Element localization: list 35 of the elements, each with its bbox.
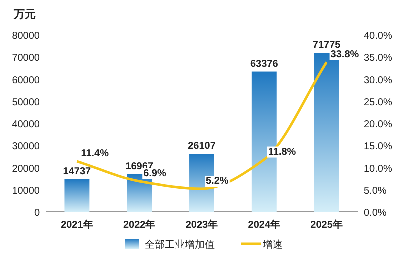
legend-label: 增速 bbox=[262, 239, 283, 251]
data-label: 5.2% bbox=[206, 176, 229, 187]
y2-tick-label: 15.0% bbox=[364, 142, 392, 153]
legend-label: 全部工业增加值 bbox=[145, 239, 215, 251]
y-tick-label: 50000 bbox=[12, 97, 40, 108]
y-tick-label: 30000 bbox=[12, 142, 40, 153]
data-label: 71775 bbox=[312, 40, 342, 52]
y2-tick-label: 5.0% bbox=[364, 186, 387, 197]
y2-tick-label: 40.0% bbox=[364, 31, 392, 42]
y2-tick-label: 0.0% bbox=[364, 208, 387, 219]
y-tick-label: 40000 bbox=[12, 120, 40, 130]
x-tick-label: 2024年 bbox=[248, 219, 281, 231]
bar bbox=[64, 179, 90, 212]
y2-tick-label: 20.0% bbox=[364, 120, 392, 130]
y-tick-label: 20000 bbox=[12, 164, 40, 175]
x-tick-label: 2023年 bbox=[186, 219, 218, 231]
y-tick-label: 60000 bbox=[12, 75, 40, 86]
x-tick-label: 2022年 bbox=[123, 219, 156, 231]
data-label: 26107 bbox=[188, 141, 216, 152]
y2-tick-label: 35.0% bbox=[364, 53, 392, 64]
y-tick-label: 10000 bbox=[12, 186, 40, 197]
y2-tick-label: 30.0% bbox=[364, 75, 392, 86]
data-label: 33.8% bbox=[330, 49, 360, 60]
y-tick-label: 80000 bbox=[12, 31, 40, 42]
x-tick-label: 2025年 bbox=[310, 219, 343, 231]
data-label: 63376 bbox=[250, 58, 279, 70]
y-tick-label: 0 bbox=[34, 208, 40, 219]
x-tick-label: 2021年 bbox=[61, 219, 94, 231]
y-tick-label: 70000 bbox=[12, 53, 40, 64]
data-label: 11.4% bbox=[81, 148, 110, 160]
data-label: 11.8% bbox=[268, 146, 296, 158]
y2-tick-label: 10.0% bbox=[364, 164, 392, 175]
y2-tick-label: 25.0% bbox=[364, 97, 392, 108]
y-axis-title: 万元 bbox=[13, 9, 36, 21]
data-label: 14737 bbox=[63, 166, 92, 178]
